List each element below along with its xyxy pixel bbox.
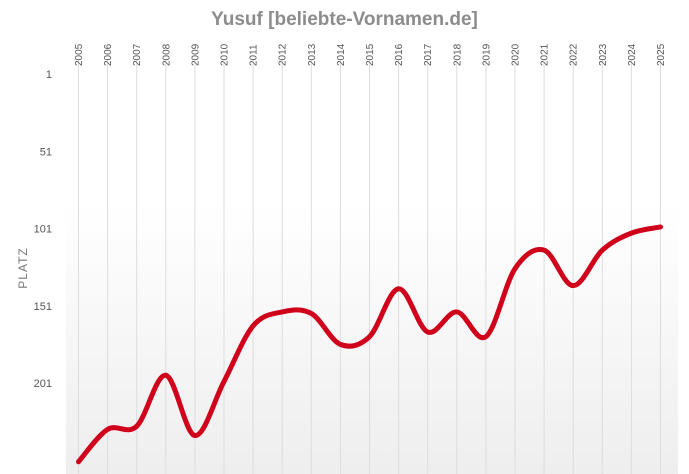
data-point-2014 xyxy=(338,342,342,346)
x-tick-label: 2012 xyxy=(278,43,289,66)
data-point-2023 xyxy=(600,248,604,252)
data-point-2012 xyxy=(280,310,284,314)
x-tick-label: 2005 xyxy=(74,43,85,66)
data-point-2005 xyxy=(77,460,81,464)
data-point-2009 xyxy=(193,434,197,438)
x-axis-ticks: 2005 2006 2007 2008 2009 2010 2011 2012 2013 2014… xyxy=(74,43,667,66)
x-tick-label: 2020 xyxy=(511,43,522,66)
y-tick-label: 151 xyxy=(34,301,52,313)
plot-area xyxy=(66,60,678,474)
y-tick-label: 201 xyxy=(34,378,52,390)
y-tick-label: 1 xyxy=(46,69,52,81)
data-point-2006 xyxy=(106,427,110,431)
x-tick-label: 2008 xyxy=(161,43,172,66)
series-group xyxy=(76,224,663,465)
y-tick-label: 101 xyxy=(34,224,52,236)
data-point-2025 xyxy=(659,225,663,229)
x-tick-label: 2016 xyxy=(394,43,405,66)
x-tick-label: 2006 xyxy=(103,43,114,66)
y-tick-label: 51 xyxy=(40,146,52,158)
data-point-2007 xyxy=(135,424,139,428)
x-tick-label: 2015 xyxy=(365,43,376,66)
x-tick-label: 2010 xyxy=(220,43,231,66)
x-tick-label: 2017 xyxy=(423,43,434,66)
x-tick-label: 2014 xyxy=(336,43,347,66)
series-line xyxy=(76,224,663,465)
data-point-2010 xyxy=(222,379,226,383)
data-point-2016 xyxy=(397,287,401,291)
grid-lines xyxy=(78,60,661,474)
data-point-2015 xyxy=(368,335,372,339)
x-tick-label: 2022 xyxy=(569,43,580,66)
data-point-2011 xyxy=(251,324,255,328)
x-tick-label: 2023 xyxy=(598,43,609,66)
data-point-2013 xyxy=(309,311,313,315)
data-point-2022 xyxy=(571,284,575,288)
x-tick-label: 2024 xyxy=(627,43,638,66)
x-tick-label: 2009 xyxy=(190,43,201,66)
x-tick-label: 2011 xyxy=(249,44,260,66)
x-tick-label: 2007 xyxy=(132,43,143,66)
data-point-2008 xyxy=(164,373,168,377)
data-point-2019 xyxy=(484,335,488,339)
data-point-2020 xyxy=(513,267,517,271)
x-tick-label: 2021 xyxy=(540,43,551,66)
data-point-2021 xyxy=(542,248,546,252)
chart-title: Yusuf [beliebte-Vornamen.de] xyxy=(211,9,478,30)
data-point-2018 xyxy=(455,310,459,314)
data-point-2017 xyxy=(426,330,430,334)
x-tick-label: 2018 xyxy=(452,43,463,66)
data-point-2024 xyxy=(629,231,633,235)
x-tick-label: 2025 xyxy=(656,43,667,66)
y-axis-label: PLATZ xyxy=(16,247,30,288)
x-tick-label: 2013 xyxy=(307,43,318,66)
x-tick-label: 2019 xyxy=(481,43,492,66)
